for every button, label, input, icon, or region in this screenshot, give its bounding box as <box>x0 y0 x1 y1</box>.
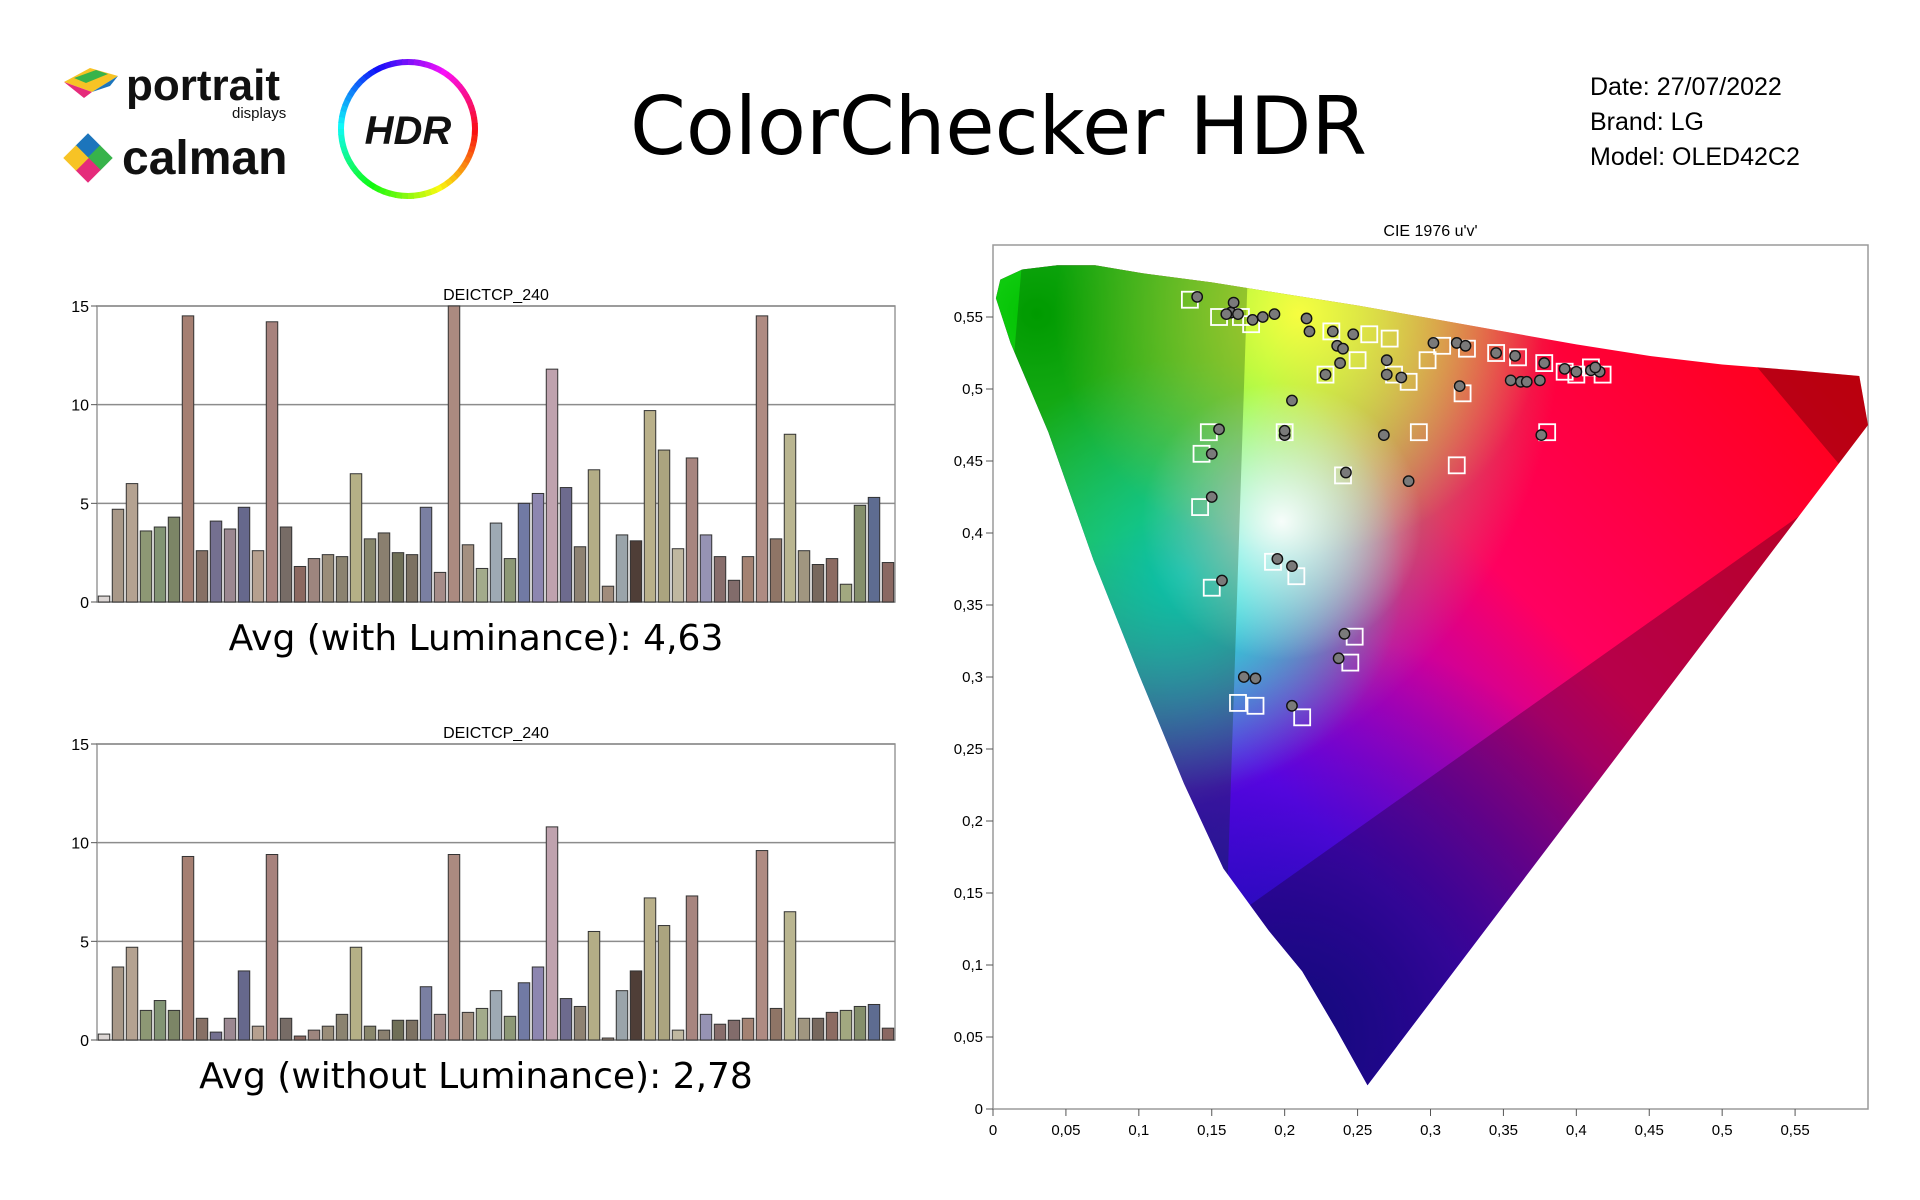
bar <box>349 473 363 603</box>
bar <box>755 315 769 603</box>
bar <box>363 538 377 603</box>
page-title: ColorChecker HDR <box>630 80 1367 173</box>
brand-logos: portrait displays calman HDR <box>63 59 479 199</box>
bar <box>489 522 503 603</box>
bar <box>727 579 741 603</box>
bar <box>475 567 489 603</box>
portrait-logo-icon <box>64 68 118 98</box>
bar <box>699 534 713 603</box>
bar <box>517 502 531 603</box>
bar <box>545 368 559 603</box>
bar <box>447 305 461 603</box>
bar <box>657 449 671 603</box>
bar <box>713 556 727 603</box>
bar <box>573 546 587 603</box>
bar <box>671 548 685 603</box>
bar <box>503 558 517 603</box>
bar <box>769 538 783 603</box>
brand-label: Brand: <box>1590 108 1664 136</box>
average-summary: Avg (with Luminance): 4,63 <box>229 618 724 659</box>
bar <box>251 550 265 603</box>
bar <box>461 544 475 603</box>
bar <box>279 526 293 603</box>
bar <box>867 496 881 603</box>
brand-line: Brand: LG <box>1590 105 1800 140</box>
model-value: OLED42C2 <box>1672 143 1800 171</box>
bar <box>139 530 153 603</box>
bar <box>685 457 699 603</box>
bar <box>97 595 111 603</box>
bar <box>881 562 895 603</box>
bar <box>265 321 279 603</box>
bar <box>321 554 335 603</box>
brand-value: LG <box>1670 108 1704 136</box>
y-tick-label: 15 <box>71 299 89 316</box>
report-metadata: Date: 27/07/2022 Brand: LG Model: OLED42… <box>1590 70 1800 175</box>
bar <box>783 433 797 603</box>
hdr-badge: HDR <box>337 59 479 199</box>
bar <box>391 552 405 603</box>
logo-area: portrait displays calman HDR <box>60 50 500 210</box>
bar <box>853 504 867 603</box>
bar <box>195 550 209 603</box>
y-tick-label: 10 <box>71 398 89 415</box>
bar <box>839 583 853 603</box>
bar <box>433 571 447 603</box>
bar <box>237 506 251 603</box>
bar <box>825 558 839 603</box>
y-tick-label: 5 <box>80 496 89 513</box>
date-label: Date: <box>1590 73 1650 101</box>
model-label: Model: <box>1590 143 1666 171</box>
bar <box>531 492 545 603</box>
bar <box>307 558 321 603</box>
bar <box>223 528 237 603</box>
bar <box>125 483 139 603</box>
model-line: Model: OLED42C2 <box>1590 140 1800 175</box>
bar <box>111 508 125 603</box>
chart-title: DEICTCP_240 <box>443 287 549 304</box>
portrait-sub-wordmark: displays <box>232 105 286 122</box>
bar <box>335 556 349 603</box>
bar <box>741 556 755 603</box>
y-tick-label: 0 <box>80 595 89 612</box>
bar <box>811 564 825 603</box>
bar <box>601 585 615 603</box>
bar <box>153 526 167 603</box>
calman-wordmark: calman <box>122 132 287 185</box>
bar <box>419 506 433 603</box>
bar <box>643 410 657 603</box>
portrait-wordmark: portrait <box>126 61 280 110</box>
bar <box>587 469 601 603</box>
bar <box>377 532 391 603</box>
date-value: 27/07/2022 <box>1656 73 1782 101</box>
bar <box>405 554 419 603</box>
bar <box>629 540 643 603</box>
bar <box>167 516 181 603</box>
bar <box>181 315 195 603</box>
bar <box>559 487 573 603</box>
bar <box>209 520 223 603</box>
date-line: Date: 27/07/2022 <box>1590 70 1800 105</box>
hdr-badge-label: HDR <box>365 109 452 153</box>
bar <box>615 534 629 603</box>
bar <box>293 565 307 603</box>
bar <box>797 550 811 603</box>
